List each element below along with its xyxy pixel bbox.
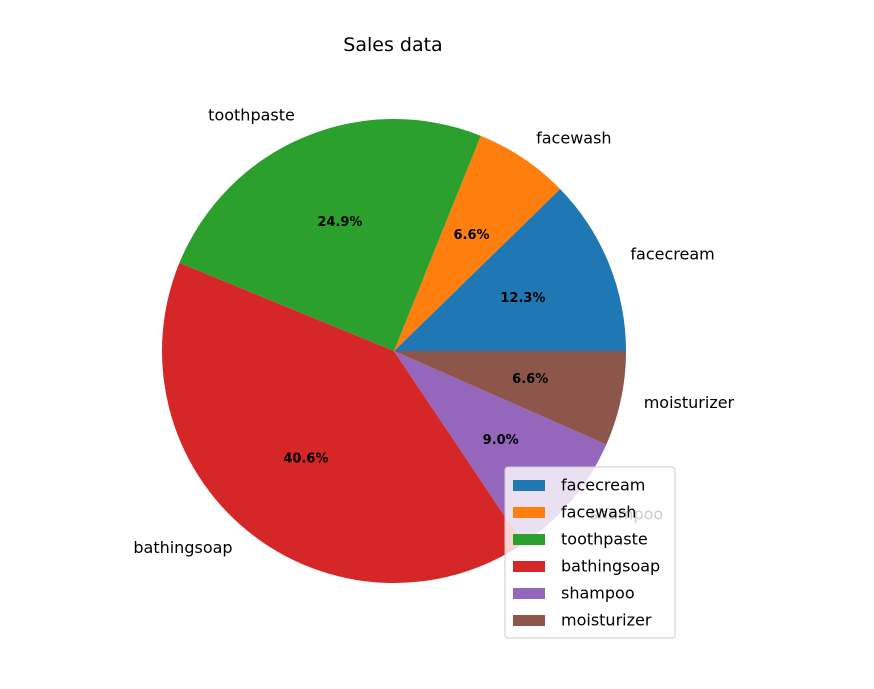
category-label-bathingsoap: bathingsoap	[133, 538, 232, 557]
percent-label-bathingsoap: 40.6%	[283, 451, 328, 466]
legend-label-facewash: facewash	[561, 503, 636, 522]
category-label-facewash: facewash	[536, 129, 611, 148]
percent-labels: 12.3% 6.6% 24.9% 40.6% 9.0% 6.6%	[283, 215, 548, 466]
percent-label-moisturizer: 6.6%	[512, 372, 548, 387]
legend: facecream facewash toothpaste bathingsoap sh…	[504, 466, 676, 639]
legend-swatch-moisturizer	[513, 615, 545, 626]
category-label-toothpaste: toothpaste	[208, 105, 295, 124]
legend-label-bathingsoap: bathingsoap	[561, 557, 660, 576]
percent-label-shampoo: 9.0%	[483, 433, 519, 448]
pie-slice-facecream	[394, 189, 626, 351]
category-labels: facecreamfacewashtoothpastebathingsoapsh…	[133, 105, 734, 557]
legend-swatch-facewash	[513, 507, 545, 518]
pie-slice-facewash	[394, 135, 561, 351]
legend-swatch-facecream	[513, 480, 545, 491]
legend-label-toothpaste: toothpaste	[561, 530, 648, 549]
legend-swatch-shampoo	[513, 588, 545, 599]
legend-swatch-bathingsoap	[513, 561, 545, 572]
pie-slice-moisturizer	[394, 351, 626, 445]
legend-swatch-toothpaste	[513, 534, 545, 545]
percent-label-toothpaste: 24.9%	[317, 215, 362, 230]
legend-label-shampoo: shampoo	[561, 584, 635, 603]
legend-box	[504, 466, 676, 639]
legend-label-facecream: facecream	[561, 476, 645, 495]
chart-title: Sales data	[343, 34, 442, 56]
percent-label-facewash: 6.6%	[453, 228, 489, 243]
legend-label-moisturizer: moisturizer	[561, 611, 652, 630]
pie-slice-bathingsoap	[162, 262, 524, 583]
category-label-moisturizer: moisturizer	[644, 393, 735, 412]
percent-label-facecream: 12.3%	[500, 291, 545, 306]
pie-slice-toothpaste	[179, 118, 481, 351]
category-label-facecream: facecream	[630, 244, 714, 263]
